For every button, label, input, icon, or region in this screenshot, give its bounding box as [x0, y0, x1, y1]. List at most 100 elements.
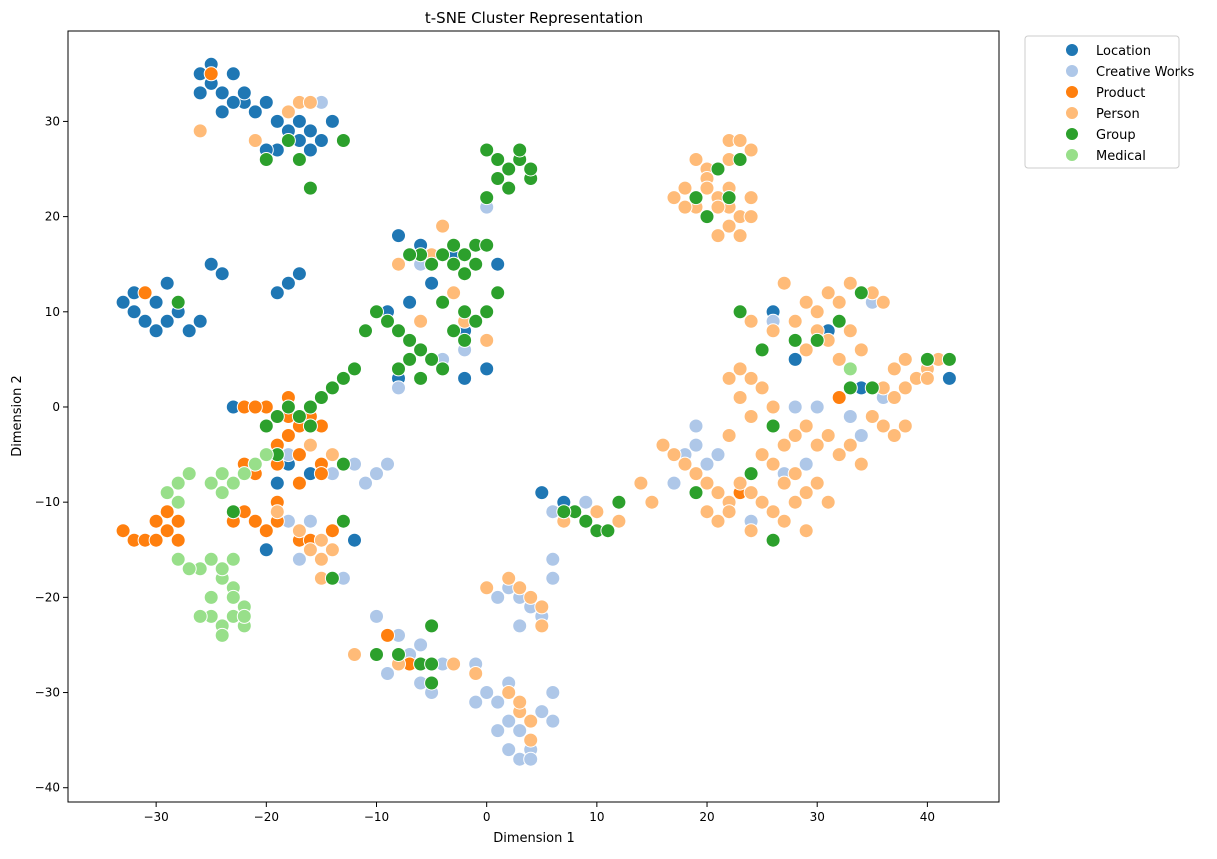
point-group — [809, 332, 825, 348]
point-product — [313, 466, 329, 482]
point-location — [126, 304, 142, 320]
point-location — [424, 275, 440, 291]
point-medical — [214, 466, 230, 482]
point-group — [479, 304, 495, 320]
point-location — [280, 275, 296, 291]
point-group — [787, 332, 803, 348]
point-medical — [247, 456, 263, 472]
point-person — [776, 513, 792, 529]
point-person — [743, 190, 759, 206]
point-person — [743, 409, 759, 424]
point-creative-works — [302, 513, 318, 529]
x-axis-label: Dimension 1 — [493, 831, 575, 846]
point-person — [732, 228, 748, 244]
point-creative-works — [545, 713, 561, 729]
point-product — [280, 428, 296, 443]
point-group — [457, 247, 473, 263]
point-medical — [225, 551, 241, 567]
point-person — [820, 285, 836, 301]
point-group — [335, 513, 351, 529]
point-medical — [203, 589, 219, 605]
point-location — [258, 94, 274, 110]
point-person — [655, 437, 671, 453]
point-location — [137, 313, 153, 329]
point-creative-works — [545, 570, 561, 586]
point-creative-works — [809, 399, 825, 415]
y-axis-ticks: −40 −30 −20 −10 0 10 20 30 — [35, 114, 68, 795]
point-person — [280, 104, 296, 120]
point-creative-works — [842, 409, 858, 424]
point-group — [743, 466, 759, 482]
point-person — [743, 523, 759, 539]
y-tick-label: 10 — [45, 305, 60, 319]
point-person — [677, 456, 693, 472]
y-tick-label: −10 — [35, 495, 60, 509]
point-person — [710, 485, 726, 501]
x-tick-label: 10 — [589, 810, 604, 824]
x-axis-ticks: −30 −20 −10 0 10 20 30 40 — [143, 802, 935, 824]
point-group — [258, 152, 274, 167]
point-person — [875, 418, 891, 434]
point-group — [468, 313, 484, 329]
point-product — [170, 532, 186, 548]
point-person — [732, 475, 748, 491]
point-medical — [225, 475, 241, 491]
point-location — [225, 66, 241, 82]
y-tick-label: 0 — [52, 400, 60, 414]
point-person — [699, 504, 715, 520]
point-creative-works — [501, 713, 517, 729]
point-product — [148, 513, 164, 529]
point-group — [490, 285, 506, 301]
point-person — [765, 399, 781, 415]
point-person — [743, 209, 759, 225]
point-group — [335, 456, 351, 472]
point-group — [457, 304, 473, 320]
point-person — [886, 361, 902, 377]
point-group — [490, 171, 506, 186]
point-person — [732, 390, 748, 405]
point-medical — [236, 608, 252, 624]
point-medical — [236, 466, 252, 482]
point-group — [413, 370, 429, 386]
point-location — [148, 294, 164, 310]
point-person — [313, 551, 329, 567]
point-creative-works — [490, 723, 506, 739]
point-person — [897, 380, 913, 396]
point-medical — [842, 361, 858, 377]
point-person — [523, 713, 539, 729]
point-person — [677, 199, 693, 215]
point-group — [280, 133, 296, 148]
point-group — [732, 152, 748, 167]
point-creative-works — [534, 704, 550, 720]
point-person — [192, 123, 208, 139]
point-medical — [170, 551, 186, 567]
point-product — [148, 532, 164, 548]
point-person — [853, 456, 869, 472]
point-person — [501, 570, 517, 586]
point-group — [380, 313, 395, 329]
point-group — [280, 399, 296, 415]
point-location — [313, 133, 329, 148]
point-person — [842, 437, 858, 453]
point-product — [324, 523, 340, 539]
point-group — [324, 570, 340, 586]
point-group — [391, 361, 406, 377]
legend-label: Medical — [1096, 149, 1146, 164]
point-group — [446, 323, 462, 339]
point-group — [424, 675, 440, 691]
point-creative-works — [787, 399, 803, 415]
point-group — [941, 351, 957, 367]
point-creative-works — [291, 551, 307, 567]
point-creative-works — [512, 618, 528, 634]
point-group — [347, 361, 362, 377]
point-group — [556, 504, 572, 520]
point-location — [302, 123, 318, 139]
point-group — [170, 294, 186, 310]
y-tick-label: −30 — [35, 686, 60, 700]
point-location — [236, 85, 252, 101]
point-group — [688, 190, 704, 206]
point-location — [269, 285, 285, 301]
point-creative-works — [358, 475, 373, 491]
point-person — [820, 494, 836, 510]
point-group — [479, 190, 495, 206]
